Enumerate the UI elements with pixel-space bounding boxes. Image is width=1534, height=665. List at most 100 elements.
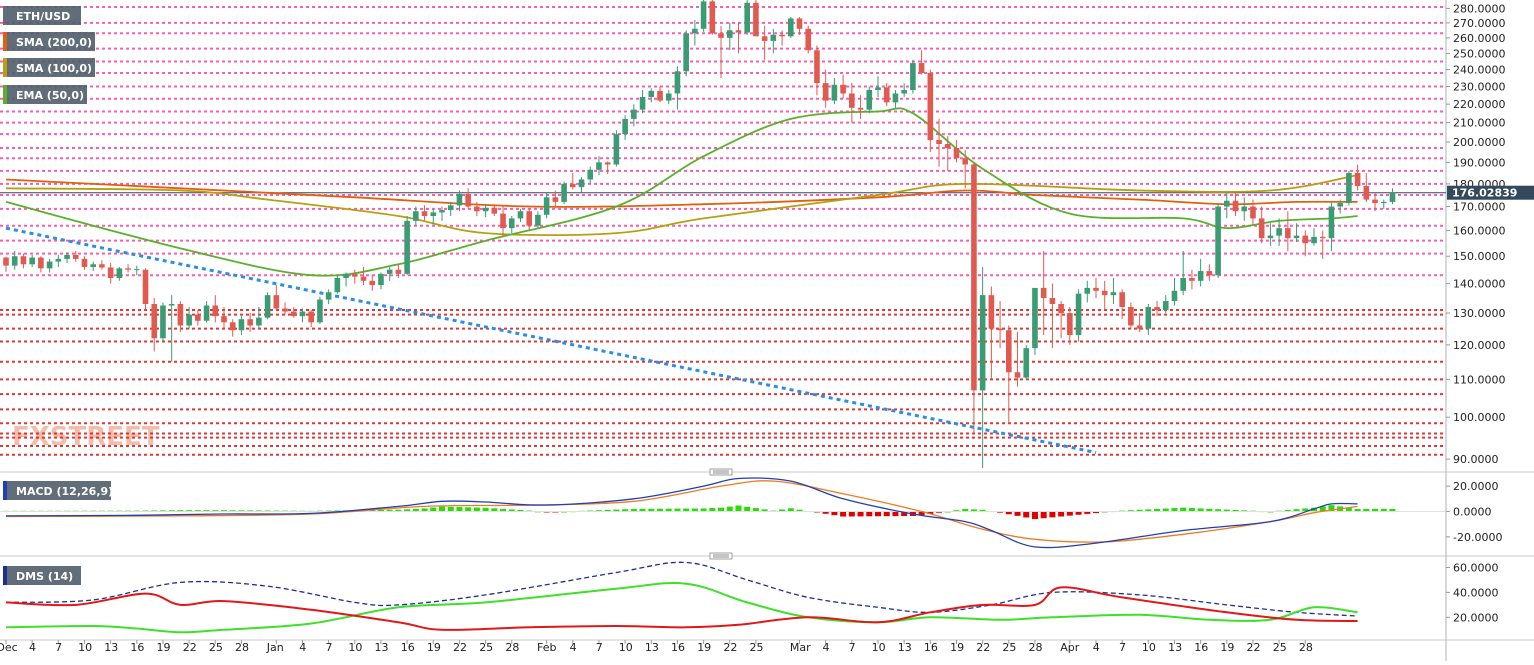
candlestick[interactable] [1224,192,1230,219]
candlestick[interactable] [1119,289,1125,320]
candlestick[interactable] [247,313,253,332]
candlestick[interactable] [892,89,899,108]
candlestick[interactable] [46,258,53,273]
candlestick[interactable] [1346,170,1352,206]
legend-sma-200[interactable]: SMA (200,0) [3,32,95,51]
candlestick[interactable] [1285,211,1291,251]
candlestick[interactable] [1328,201,1335,251]
candlestick[interactable] [1250,199,1256,226]
panel-resize-handle[interactable] [709,468,733,476]
candlestick[interactable] [735,22,742,54]
candlestick[interactable] [29,254,35,267]
candlestick[interactable] [55,254,62,267]
candlestick[interactable] [770,28,777,54]
candlestick[interactable] [413,206,419,226]
candlestick[interactable] [753,0,759,37]
candlestick[interactable] [744,0,750,35]
dms-panel[interactable] [0,560,1446,636]
candlestick[interactable] [116,266,123,281]
candlestick[interactable] [971,162,977,434]
candlestick[interactable] [1006,325,1012,424]
candlestick[interactable] [1337,199,1343,214]
candlestick[interactable] [692,19,698,46]
candlestick[interactable] [1380,199,1387,209]
candlestick[interactable] [883,83,890,106]
candlestick[interactable] [1154,301,1160,317]
candlestick[interactable] [840,74,846,99]
candlestick[interactable] [552,190,559,207]
candlestick[interactable] [648,88,655,103]
panel-resize-handle[interactable] [709,552,733,560]
candlestick[interactable] [1267,223,1274,246]
candlestick[interactable] [1145,304,1152,336]
candlestick[interactable] [360,266,367,286]
candlestick[interactable] [81,256,88,270]
candlestick[interactable] [229,319,236,337]
candlestick[interactable] [465,188,471,209]
candlestick[interactable] [334,275,341,294]
candlestick[interactable] [578,177,585,193]
candlestick[interactable] [125,264,131,273]
candlestick[interactable] [857,95,864,119]
candlestick[interactable] [1032,287,1038,355]
candlestick[interactable] [1372,192,1378,212]
candlestick[interactable] [3,256,9,272]
legend-ema-50[interactable]: EMA (50,0) [3,85,87,104]
candlestick[interactable] [378,272,384,290]
candlestick[interactable] [1389,188,1396,205]
candlestick[interactable] [99,260,105,270]
candlestick[interactable] [517,208,524,223]
candlestick[interactable] [1075,289,1082,342]
candlestick[interactable] [622,115,628,141]
candlestick[interactable] [177,301,184,332]
candlestick[interactable] [212,295,219,323]
candlestick[interactable] [134,265,140,276]
descending-trendline[interactable] [5,226,1097,454]
candlestick[interactable] [290,307,297,318]
candlestick[interactable] [1258,206,1265,244]
candlestick[interactable] [962,150,968,189]
candlestick[interactable] [439,206,445,221]
candlestick[interactable] [1023,344,1030,380]
price-panel[interactable] [0,0,1446,468]
candlestick[interactable] [674,66,681,110]
candlestick[interactable] [1171,278,1178,306]
candlestick[interactable] [1302,230,1309,257]
candlestick[interactable] [1241,197,1248,221]
candlestick[interactable] [570,172,576,190]
candlestick[interactable] [256,307,262,329]
candlestick[interactable] [700,0,707,32]
candlestick[interactable] [343,272,349,287]
candlestick[interactable] [831,77,838,105]
candlestick[interactable] [482,204,489,218]
candlestick[interactable] [631,104,637,127]
candlestick[interactable] [1215,204,1221,279]
candlestick[interactable] [386,266,393,281]
candlestick[interactable] [997,301,1003,349]
candlestick[interactable] [1311,228,1317,246]
candlestick[interactable] [168,295,175,362]
candlestick[interactable] [875,76,881,98]
candlestick[interactable] [238,316,245,336]
candlestick[interactable] [264,292,271,320]
candlestick[interactable] [430,208,437,225]
candlestick[interactable] [1189,269,1195,290]
candlestick[interactable] [910,59,916,94]
candlestick[interactable] [221,307,227,329]
candlestick[interactable] [1206,264,1213,281]
candlestick[interactable] [352,269,358,284]
candlestick[interactable] [1040,250,1047,336]
candlestick[interactable] [927,69,934,153]
candlestick[interactable] [395,264,402,279]
candlestick[interactable] [1136,313,1143,332]
candlestick[interactable] [709,0,716,35]
candlestick[interactable] [160,302,166,342]
candlestick[interactable] [657,86,663,103]
candlestick[interactable] [20,253,27,269]
candlestick[interactable] [404,216,410,276]
candlestick[interactable] [142,268,149,311]
candlestick[interactable] [526,208,532,231]
candlestick[interactable] [814,45,820,96]
candlestick[interactable] [64,252,70,263]
